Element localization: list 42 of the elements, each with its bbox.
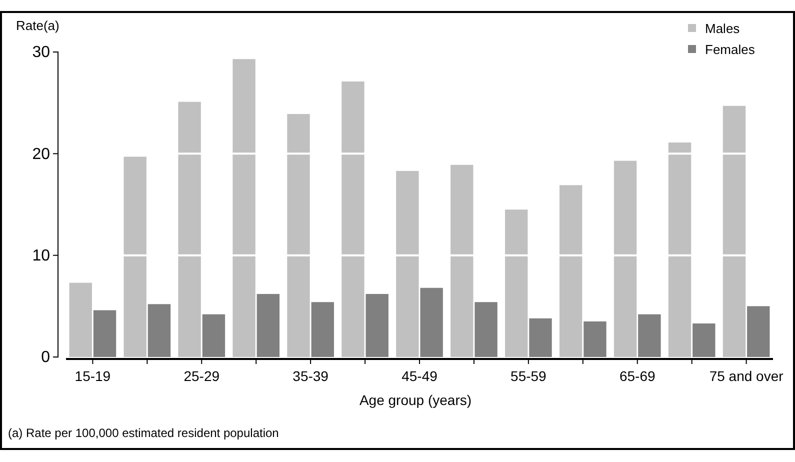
bar <box>178 102 201 357</box>
y-tick-label: 10 <box>32 247 50 264</box>
bar <box>232 59 256 357</box>
bar <box>396 170 419 357</box>
bar <box>474 302 498 357</box>
text: (a) Rate per 100,000 estimated resident population <box>8 426 279 440</box>
bar <box>529 318 552 357</box>
bar <box>614 160 637 357</box>
bar <box>420 288 443 357</box>
x-tick-label: 15-19 <box>74 368 111 384</box>
bar <box>505 210 528 357</box>
legend-label: Males <box>705 21 740 36</box>
bar <box>747 306 770 357</box>
bar <box>148 304 171 357</box>
y-tick-label: 0 <box>41 349 50 366</box>
bar <box>668 142 692 357</box>
bar <box>692 323 716 357</box>
bar <box>311 302 334 357</box>
x-tick-label: 35-39 <box>292 368 329 384</box>
bar <box>638 314 661 357</box>
bar <box>366 294 388 357</box>
x-tick-label: 25-29 <box>184 368 220 384</box>
x-tick-label: 55-59 <box>510 368 547 384</box>
x-tick-label: 75 and over <box>709 368 784 384</box>
bar <box>584 321 606 357</box>
bar <box>69 282 92 357</box>
bar <box>722 106 746 357</box>
x-axis-title: Age group (years) <box>359 392 472 408</box>
y-tick-label: 30 <box>32 44 50 62</box>
bar <box>202 314 226 357</box>
y-tick-label: 20 <box>32 146 50 163</box>
x-tick-label: 65-69 <box>619 368 656 384</box>
legend-label: Females <box>705 42 756 57</box>
bar <box>256 294 280 357</box>
bar <box>559 185 582 357</box>
x-tick-label: 45-49 <box>402 368 438 384</box>
y-axis-title: Rate(a) <box>16 18 60 33</box>
bar <box>124 156 146 357</box>
bar <box>287 114 310 357</box>
bar <box>93 310 116 357</box>
bar <box>342 81 364 357</box>
bar <box>450 164 474 357</box>
